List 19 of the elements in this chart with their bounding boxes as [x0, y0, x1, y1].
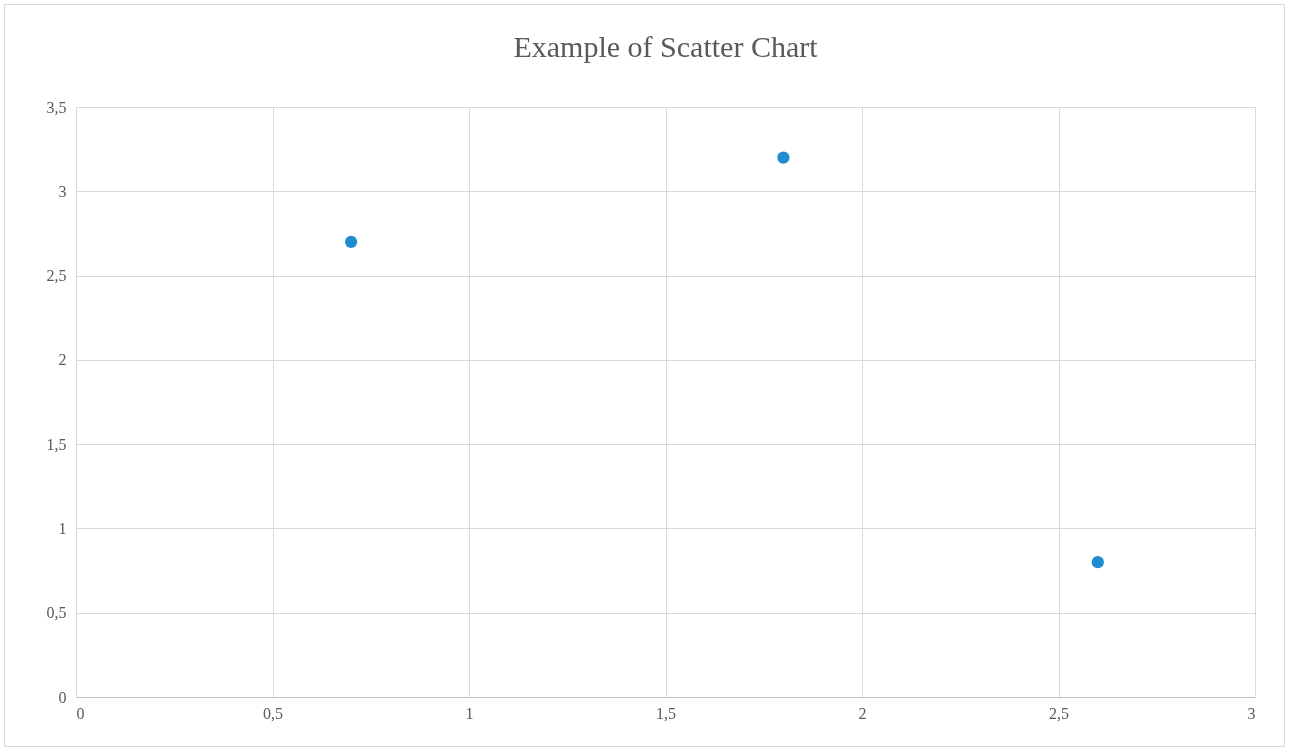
x-tick-label: 2 [858, 704, 867, 722]
point [344, 235, 358, 248]
y-tick-label: 2 [58, 351, 67, 369]
y-tick-label: 2,5 [46, 267, 67, 285]
point [777, 151, 790, 164]
y-tick-label: 0,5 [46, 604, 67, 622]
x-tick-label: 0,5 [263, 704, 283, 722]
x-tick-label: 3 [1247, 704, 1256, 722]
y-tick-label: 3,5 [46, 98, 67, 116]
chart-title: Example of Scatter Chart [513, 30, 819, 63]
y-tick-label: 1 [58, 519, 67, 537]
x-tick-label: 0 [76, 704, 85, 722]
x-tick-label: 1,5 [656, 704, 676, 722]
x-tick-label: 1 [465, 704, 474, 722]
point [1091, 556, 1104, 569]
x-tick-label: 2,5 [1049, 704, 1069, 722]
y-tick-label: 0 [58, 688, 67, 706]
y-tick-label: 3 [58, 182, 67, 200]
y-tick-label: 1,5 [46, 435, 67, 453]
